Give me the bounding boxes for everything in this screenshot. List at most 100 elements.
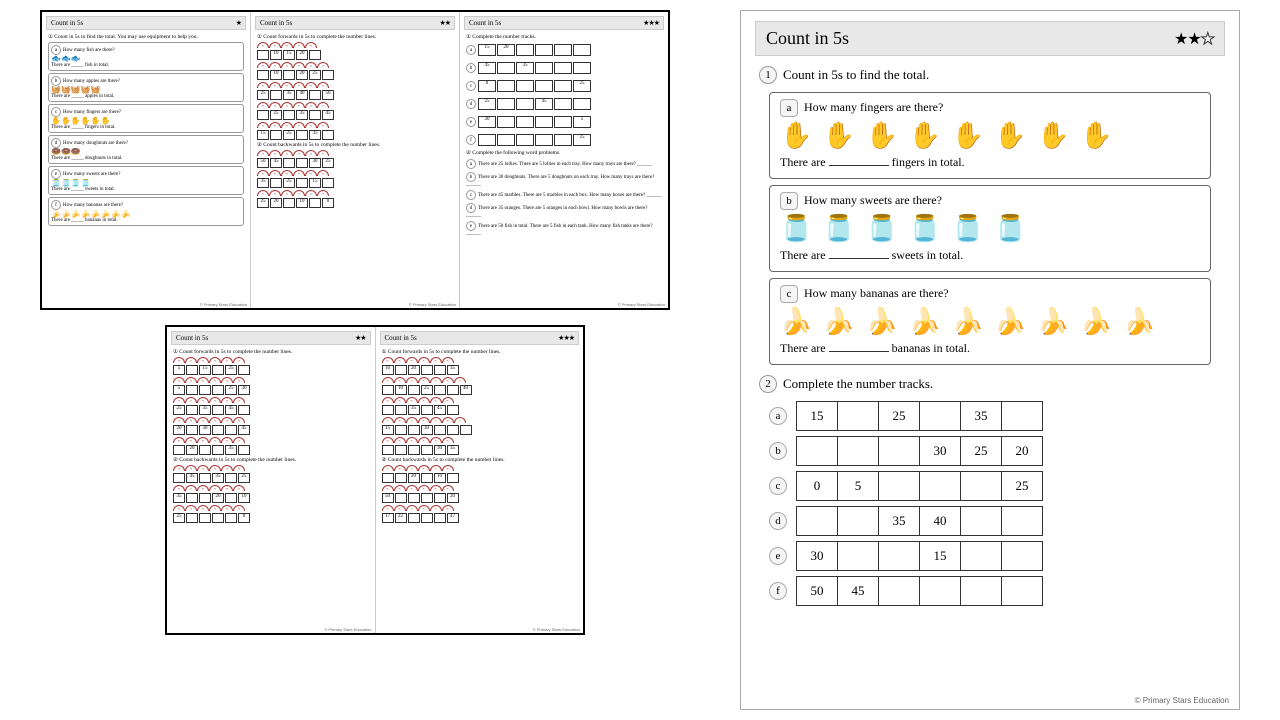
number-line: ⌢⌢⌢⌢⌢⌢3035 [382,437,578,455]
item-label: c [780,285,798,303]
track-cell [960,506,1002,536]
track-cell [919,576,961,606]
thumb-count-item: fHow many bananas are there?🍌🍌🍌🍌🍌🍌🍌🍌Ther… [48,197,244,226]
thumb-row2-a: Count in 5s ★★ ① Count forwards in 5s to … [167,327,376,633]
main-header: Count in 5s ★★★ [755,21,1225,56]
word-problem: eThere are 50 fish in total. There are 5… [466,221,662,236]
number-line: ⌢⌢⌢⌢⌢⌢25354050 [257,82,453,100]
number-line: ⌢⌢⌢⌢⌢⌢2035 [173,437,369,455]
word-problem: dThere are 35 oranges. There are 5 orang… [466,203,662,218]
number-line: ⌢⌢⌢⌢⌢101520 [257,42,453,60]
track-cell: 35 [960,401,1002,431]
thumb-row2-b: Count in 5s★★★ ① Count forwards in 5s to… [376,327,584,633]
track-cell: 5 [837,471,879,501]
thumb-count-item: bHow many apples are there?🧺🧺🧺🧺🧺There ar… [48,73,244,102]
track-cell [1001,576,1043,606]
thumbnail-row-2: Count in 5s ★★ ① Count forwards in 5s to … [165,325,585,635]
thumb-instruction: ① Count forwards in 5s to complete the n… [173,349,369,355]
number-track: d2545 [466,96,662,112]
difficulty-stars: ★★★ [1174,29,1214,49]
track-cell [919,401,961,431]
track-cell: 15 [796,401,838,431]
thumb-instruction: ① Complete the number tracks. [466,34,662,40]
number-line: ⌢⌢⌢⌢⌢⌢2010 [382,465,578,483]
thumb-1star: Count in 5s★ ① Count in 5s to find the t… [42,12,251,308]
track-cell [1001,401,1043,431]
thumb-instruction: ② Count backwards in 5s to complete the … [173,457,369,463]
track-cell: 50 [796,576,838,606]
thumb-title: Count in 5s [260,19,292,27]
track-cell [919,471,961,501]
number-line: ⌢⌢⌢⌢⌢⌢453525 [173,465,369,483]
track-cell: 40 [919,506,961,536]
item-label: b [780,192,798,210]
track-cell: 45 [837,576,879,606]
track-cell [1001,541,1043,571]
thumb-instruction: ② Count backwards in 5s to complete the … [382,457,578,463]
track-cell [796,436,838,466]
track-cell: 25 [1001,471,1043,501]
number-line: ⌢⌢⌢⌢⌢⌢203045 [173,417,369,435]
item-question: How many fingers are there? [804,100,943,114]
task-2-line: 2 Complete the number tracks. [759,375,1225,393]
number-line: ⌢⌢⌢⌢⌢⌢5020 [382,485,578,503]
word-problem: aThere are 25 lollies. There are 5 lolli… [466,159,662,169]
fill-blank: There are sweets in total. [780,248,1200,263]
number-track: a1520 [466,42,662,58]
track-cell: 20 [1001,436,1043,466]
track-cell [1001,506,1043,536]
number-line: ⌢⌢⌢⌢⌢⌢352010 [173,485,369,503]
number-line: ⌢⌢⌢⌢⌢⌢52530 [173,377,369,395]
footer-text: © Primary Stars Education [324,627,371,632]
thumb-title: Count in 5s [469,19,501,27]
task-1-line: 1 Count in 5s to find the total. [759,66,1225,84]
icon-row: 🍌 🍌 🍌 🍌 🍌 🍌 🍌 🍌 🍌 [780,309,1200,335]
track-cell: 0 [796,471,838,501]
task-number: 1 [759,66,777,84]
number-line: ⌢⌢⌢⌢⌢⌢152535 [257,122,453,140]
track-cell [837,506,879,536]
thumb-title: Count in 5s [176,334,208,342]
thumb-count-item: cHow many fingers are there?✋✋✋✋✋✋There … [48,104,244,133]
number-line: ⌢⌢⌢⌢⌢⌢51525 [173,357,369,375]
track-cell: 15 [919,541,961,571]
track-label: b [769,442,787,460]
track-row-d: d3540 [769,506,1211,536]
footer-text: © Primary Stars Education [200,302,247,307]
number-line: ⌢⌢⌢⌢⌢⌢253545 [257,102,453,120]
number-track: e305 [466,114,662,130]
track-cell: 35 [878,506,920,536]
track-label: f [769,582,787,600]
fill-blank: There are fingers in total. [780,155,1200,170]
track-cell [960,471,1002,501]
track-cell [960,541,1002,571]
stars-icon: ★★★ [643,19,659,27]
track-cell: 30 [796,541,838,571]
number-line: ⌢⌢⌢⌢⌢⌢2520100 [257,190,453,208]
track-cell [796,506,838,536]
track-cell [878,471,920,501]
thumb-instruction: ① Count forwards in 5s to complete the n… [257,34,453,40]
track-cell [837,401,879,431]
stars-icon: ★★ [355,334,366,342]
number-line: ⌢⌢⌢⌢⌢⌢253545 [173,397,369,415]
thumb-3star: Count in 5s ★★★ ① Complete the number tra… [460,12,668,308]
thumb-instruction: ① Count forwards in 5s to complete the n… [382,349,578,355]
count-item-b: bHow many sweets are there? 🫙 🫙 🫙 🫙 🫙 🫙 … [769,185,1211,272]
number-line: ⌢⌢⌢⌢⌢⌢⌢102540 [382,377,578,395]
word-problem: cThere are 45 marbles. There are 5 marbl… [466,190,662,200]
number-line: ⌢⌢⌢⌢⌢⌢172247 [382,505,578,523]
number-line: ⌢⌢⌢⌢⌢⌢250 [173,505,369,523]
track-label: c [769,477,787,495]
track-row-f: f 5045 [769,576,1211,606]
track-row-a: a152535 [769,401,1211,431]
count-item-c: cHow many bananas are there? 🍌 🍌 🍌 🍌 🍌 🍌… [769,278,1211,365]
thumb-2star: Count in 5s★★ ① Count forwards in 5s to … [251,12,460,308]
track-row-b: b302520 [769,436,1211,466]
number-line: ⌢⌢⌢⌢⌢⌢102035 [382,357,578,375]
item-label: a [780,99,798,117]
track-cell [837,541,879,571]
track-cell [837,436,879,466]
footer-text: © Primary Stars Education [409,302,456,307]
track-row-c: c05 25 [769,471,1211,501]
